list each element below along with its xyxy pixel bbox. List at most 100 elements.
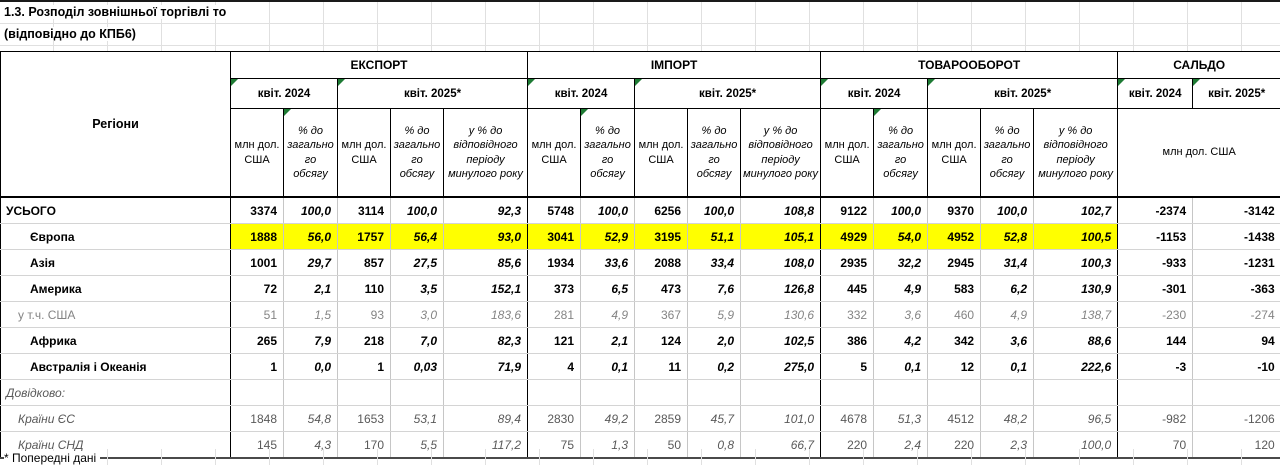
balance-period-2024[interactable]: квіт. 2024 [1117,78,1194,109]
value-cell[interactable]: 102,7 [1033,197,1118,224]
value-cell[interactable]: 2088 [634,249,688,276]
value-cell[interactable]: 4,9 [980,301,1034,328]
value-cell[interactable] [927,379,981,406]
value-cell[interactable]: 100,0 [580,197,635,224]
value-cell[interactable]: -3142 [1192,197,1280,224]
value-cell[interactable]: 3,6 [980,327,1034,354]
value-cell[interactable]: 6,2 [980,275,1034,302]
value-cell[interactable]: 108,0 [740,249,821,276]
region-cell[interactable]: Австралія і Океанія [0,353,231,380]
value-cell[interactable] [687,379,741,406]
value-cell[interactable]: 29,7 [283,249,338,276]
value-cell[interactable]: 0,0 [283,353,338,380]
value-cell[interactable]: 275,0 [740,353,821,380]
region-cell[interactable]: Азія [0,249,231,276]
sheet-title[interactable]: 1.3. Розподіл зовнішньої торгівлі то [4,5,231,19]
value-cell[interactable]: 1,5 [283,301,338,328]
region-cell[interactable]: УСЬОГО [0,197,231,224]
value-cell[interactable]: 100,0 [980,197,1034,224]
value-cell[interactable] [740,379,821,406]
import-2024-pct-header[interactable]: % до загального обсягу [580,108,636,198]
import-2024-mln-header[interactable]: млн дол. США [527,108,582,198]
value-cell[interactable]: 85,6 [442,249,528,276]
value-cell[interactable]: 0,2 [687,353,741,380]
value-cell[interactable]: 281 [527,301,581,328]
balance-unit-header[interactable]: млн дол. США [1117,108,1280,198]
export-2025-yoy-header[interactable]: у % до відповідного періоду минулого рок… [442,108,529,198]
value-cell[interactable]: 473 [634,275,688,302]
value-cell[interactable]: 222,6 [1033,353,1118,380]
value-cell[interactable]: 121 [527,327,581,354]
value-cell[interactable]: 4,9 [580,301,635,328]
value-cell[interactable]: 332 [820,301,874,328]
value-cell[interactable]: 3,0 [390,301,444,328]
value-cell[interactable]: 27,5 [390,249,444,276]
value-cell[interactable]: 0,1 [580,353,635,380]
value-cell[interactable]: 52,9 [580,223,635,250]
value-cell[interactable]: 1848 [230,405,284,432]
value-cell[interactable]: 2,1 [580,327,635,354]
value-cell[interactable]: -301 [1117,275,1193,302]
value-cell[interactable]: 0,1 [873,353,928,380]
value-cell[interactable]: 9122 [820,197,874,224]
section-balance[interactable]: САЛЬДО [1117,51,1280,79]
value-cell[interactable]: 100,0 [390,197,444,224]
export-2025-mln-header[interactable]: млн дол. США [337,108,391,198]
value-cell[interactable]: 4,2 [873,327,928,354]
regions-header[interactable]: Регіони [0,51,231,198]
value-cell[interactable]: 4512 [927,405,981,432]
value-cell[interactable]: 100,0 [283,197,338,224]
value-cell[interactable]: 53,1 [390,405,444,432]
import-period-2025[interactable]: квіт. 2025* [634,78,822,109]
value-cell[interactable]: 152,1 [442,275,528,302]
value-cell[interactable]: 31,4 [980,249,1034,276]
value-cell[interactable] [580,379,635,406]
turnover-2025-pct-header[interactable]: % до загального обсягу [980,108,1035,198]
value-cell[interactable]: 1934 [527,249,581,276]
value-cell[interactable]: 2945 [927,249,981,276]
export-2024-mln-header[interactable]: млн дол. США [230,108,284,198]
value-cell[interactable]: 72 [230,275,284,302]
value-cell[interactable]: 51 [230,301,284,328]
value-cell[interactable]: 583 [927,275,981,302]
value-cell[interactable]: 100,3 [1033,249,1118,276]
region-cell[interactable]: Європа [0,223,231,250]
value-cell[interactable]: 51,3 [873,405,928,432]
value-cell[interactable]: 11 [634,353,688,380]
value-cell[interactable] [980,379,1034,406]
value-cell[interactable]: 12 [927,353,981,380]
value-cell[interactable]: 51,1 [687,223,741,250]
value-cell[interactable]: 138,7 [1033,301,1118,328]
value-cell[interactable]: 124 [634,327,688,354]
section-import[interactable]: ІМПОРТ [527,51,822,79]
value-cell[interactable]: 0,1 [980,353,1034,380]
value-cell[interactable] [1192,379,1280,406]
value-cell[interactable]: 54,8 [283,405,338,432]
value-cell[interactable]: 342 [927,327,981,354]
value-cell[interactable]: 94 [1192,327,1280,354]
value-cell[interactable]: 1 [230,353,284,380]
value-cell[interactable]: -274 [1192,301,1280,328]
value-cell[interactable]: -3 [1117,353,1193,380]
region-cell[interactable]: Країни ЄС [0,405,231,432]
export-period-2025[interactable]: квіт. 2025* [336,78,529,109]
value-cell[interactable]: 105,1 [740,223,821,250]
value-cell[interactable]: 460 [927,301,981,328]
value-cell[interactable]: 82,3 [442,327,528,354]
value-cell[interactable]: 100,0 [873,197,928,224]
value-cell[interactable]: 126,8 [740,275,821,302]
value-cell[interactable]: 6256 [634,197,688,224]
value-cell[interactable] [634,379,688,406]
import-period-2024[interactable]: квіт. 2024 [527,78,636,109]
value-cell[interactable]: 45,7 [687,405,741,432]
value-cell[interactable]: 89,4 [442,405,528,432]
value-cell[interactable]: 96,5 [1033,405,1118,432]
value-cell[interactable]: -1153 [1117,223,1193,250]
import-2025-yoy-header[interactable]: у % до відповідного періоду минулого рок… [740,108,822,198]
value-cell[interactable]: 110 [337,275,391,302]
value-cell[interactable]: 5 [820,353,874,380]
value-cell[interactable]: -363 [1192,275,1280,302]
value-cell[interactable]: 3041 [527,223,581,250]
value-cell[interactable]: 49,2 [580,405,635,432]
value-cell[interactable]: 367 [634,301,688,328]
